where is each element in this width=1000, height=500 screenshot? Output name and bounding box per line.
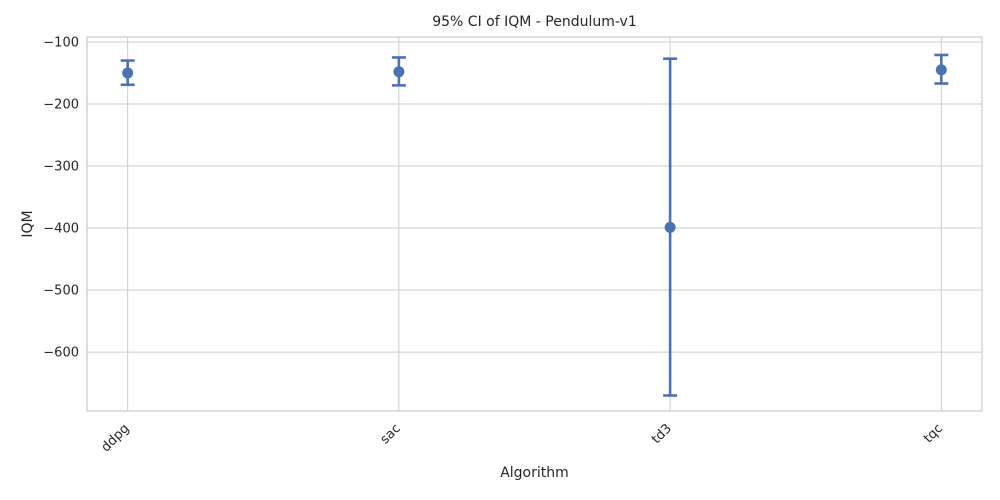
y-tick-label: −200 [43, 97, 79, 112]
y-tick-label: −500 [43, 284, 79, 299]
point-td3 [664, 221, 676, 233]
y-tick-label: −600 [43, 346, 79, 361]
chart-title: 95% CI of IQM - Pendulum-v1 [432, 14, 637, 30]
y-axis-label: IQM [20, 210, 36, 237]
grid-lines [87, 37, 982, 411]
point-sac [393, 66, 405, 78]
y-tick-label: −100 [43, 35, 79, 50]
point-tqc [935, 64, 947, 76]
point-ddpg [122, 67, 134, 79]
y-tick-label: −300 [43, 160, 79, 175]
plot-area-frame [86, 36, 983, 412]
x-axis-label: Algorithm [500, 465, 569, 481]
y-tick-label: −400 [43, 222, 79, 237]
series [120, 53, 949, 397]
y-tick-labels: −100 −200 −300 −400 −500 −600 [43, 35, 79, 360]
